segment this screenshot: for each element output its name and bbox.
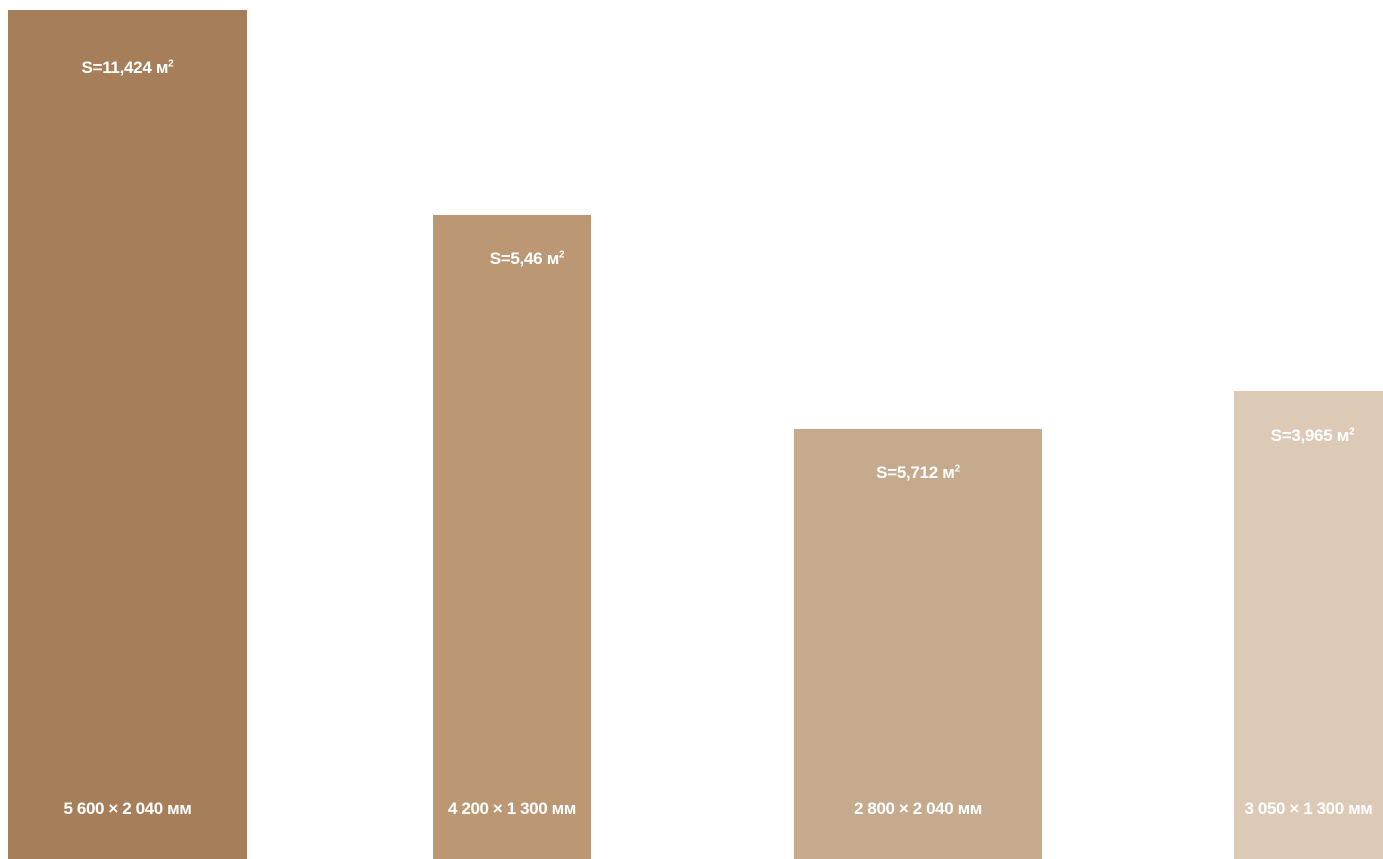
slab-1: S=11,424 м2 5 600 × 2 040 мм xyxy=(8,10,247,859)
slab-3: S=5,712 м2 2 800 × 2 040 мм xyxy=(794,429,1042,859)
slab-1-area-label: S=11,424 м2 xyxy=(81,58,174,77)
slab-4-area-label: S=3,965 м2 xyxy=(1270,426,1355,445)
slab-2: S=5,46 м2 4 200 × 1 300 мм xyxy=(433,215,591,859)
slab-4-dimensions-label: 3 050 × 1 300 мм xyxy=(1244,799,1373,818)
slab-1-dimensions-label: 5 600 × 2 040 мм xyxy=(63,799,192,818)
slab-3-dimensions-label: 2 800 × 2 040 мм xyxy=(854,799,982,818)
slab-2-dimensions-label: 4 200 × 1 300 мм xyxy=(448,799,576,818)
slab-2-area-label: S=5,46 м2 xyxy=(489,249,565,268)
slab-3-area-label: S=5,712 м2 xyxy=(876,463,960,482)
slab-4: S=3,965 м2 3 050 × 1 300 мм xyxy=(1234,391,1383,859)
